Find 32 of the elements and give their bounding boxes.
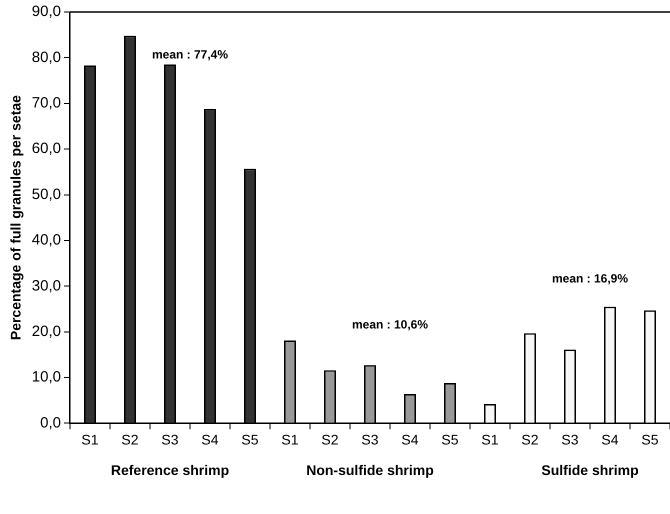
x-tick-label: S2 (321, 431, 339, 448)
y-tick-label: 80,0 (32, 48, 61, 66)
x-tick-label: S5 (241, 431, 259, 448)
x-tick-label: S4 (601, 431, 619, 448)
y-tick-label: 60,0 (32, 140, 61, 158)
annotation: mean : 16,9% (552, 272, 628, 286)
x-tick-label: S1 (281, 431, 299, 448)
x-tick-label: S3 (361, 431, 379, 448)
annotation: mean : 10,6% (352, 317, 428, 332)
x-tick-label: S5 (441, 431, 459, 448)
annotation: mean : 77,4% (152, 48, 228, 62)
x-tick-label: S4 (401, 431, 419, 448)
x-tick-label: S3 (161, 431, 179, 448)
x-tick-label: S2 (521, 431, 539, 448)
y-tick-label: 30,0 (32, 277, 61, 294)
text: Non-sulfide shrimp (306, 462, 434, 478)
x-tick-label: S1 (481, 431, 499, 448)
y-tick-label: 0,0 (40, 414, 61, 432)
y-axis-title: Percentage of full granules per setae (7, 94, 24, 340)
x-tick-label: S3 (561, 431, 579, 448)
y-tick-label: 90,0 (32, 3, 61, 20)
y-tick-label: 70,0 (32, 94, 61, 112)
x-tick-label: S5 (641, 431, 659, 448)
x-tick-label: S1 (81, 431, 99, 448)
y-tick-label: 10,0 (32, 368, 61, 386)
text: Sulfide shrimp (541, 462, 639, 478)
y-tick-label: 40,0 (32, 232, 61, 249)
y-tick-label: 20,0 (32, 322, 61, 340)
y-tick-label: 50,0 (32, 186, 61, 203)
text: Reference shrimp (110, 462, 230, 478)
x-tick-label: S4 (201, 431, 219, 448)
x-tick-label: S2 (121, 431, 139, 448)
